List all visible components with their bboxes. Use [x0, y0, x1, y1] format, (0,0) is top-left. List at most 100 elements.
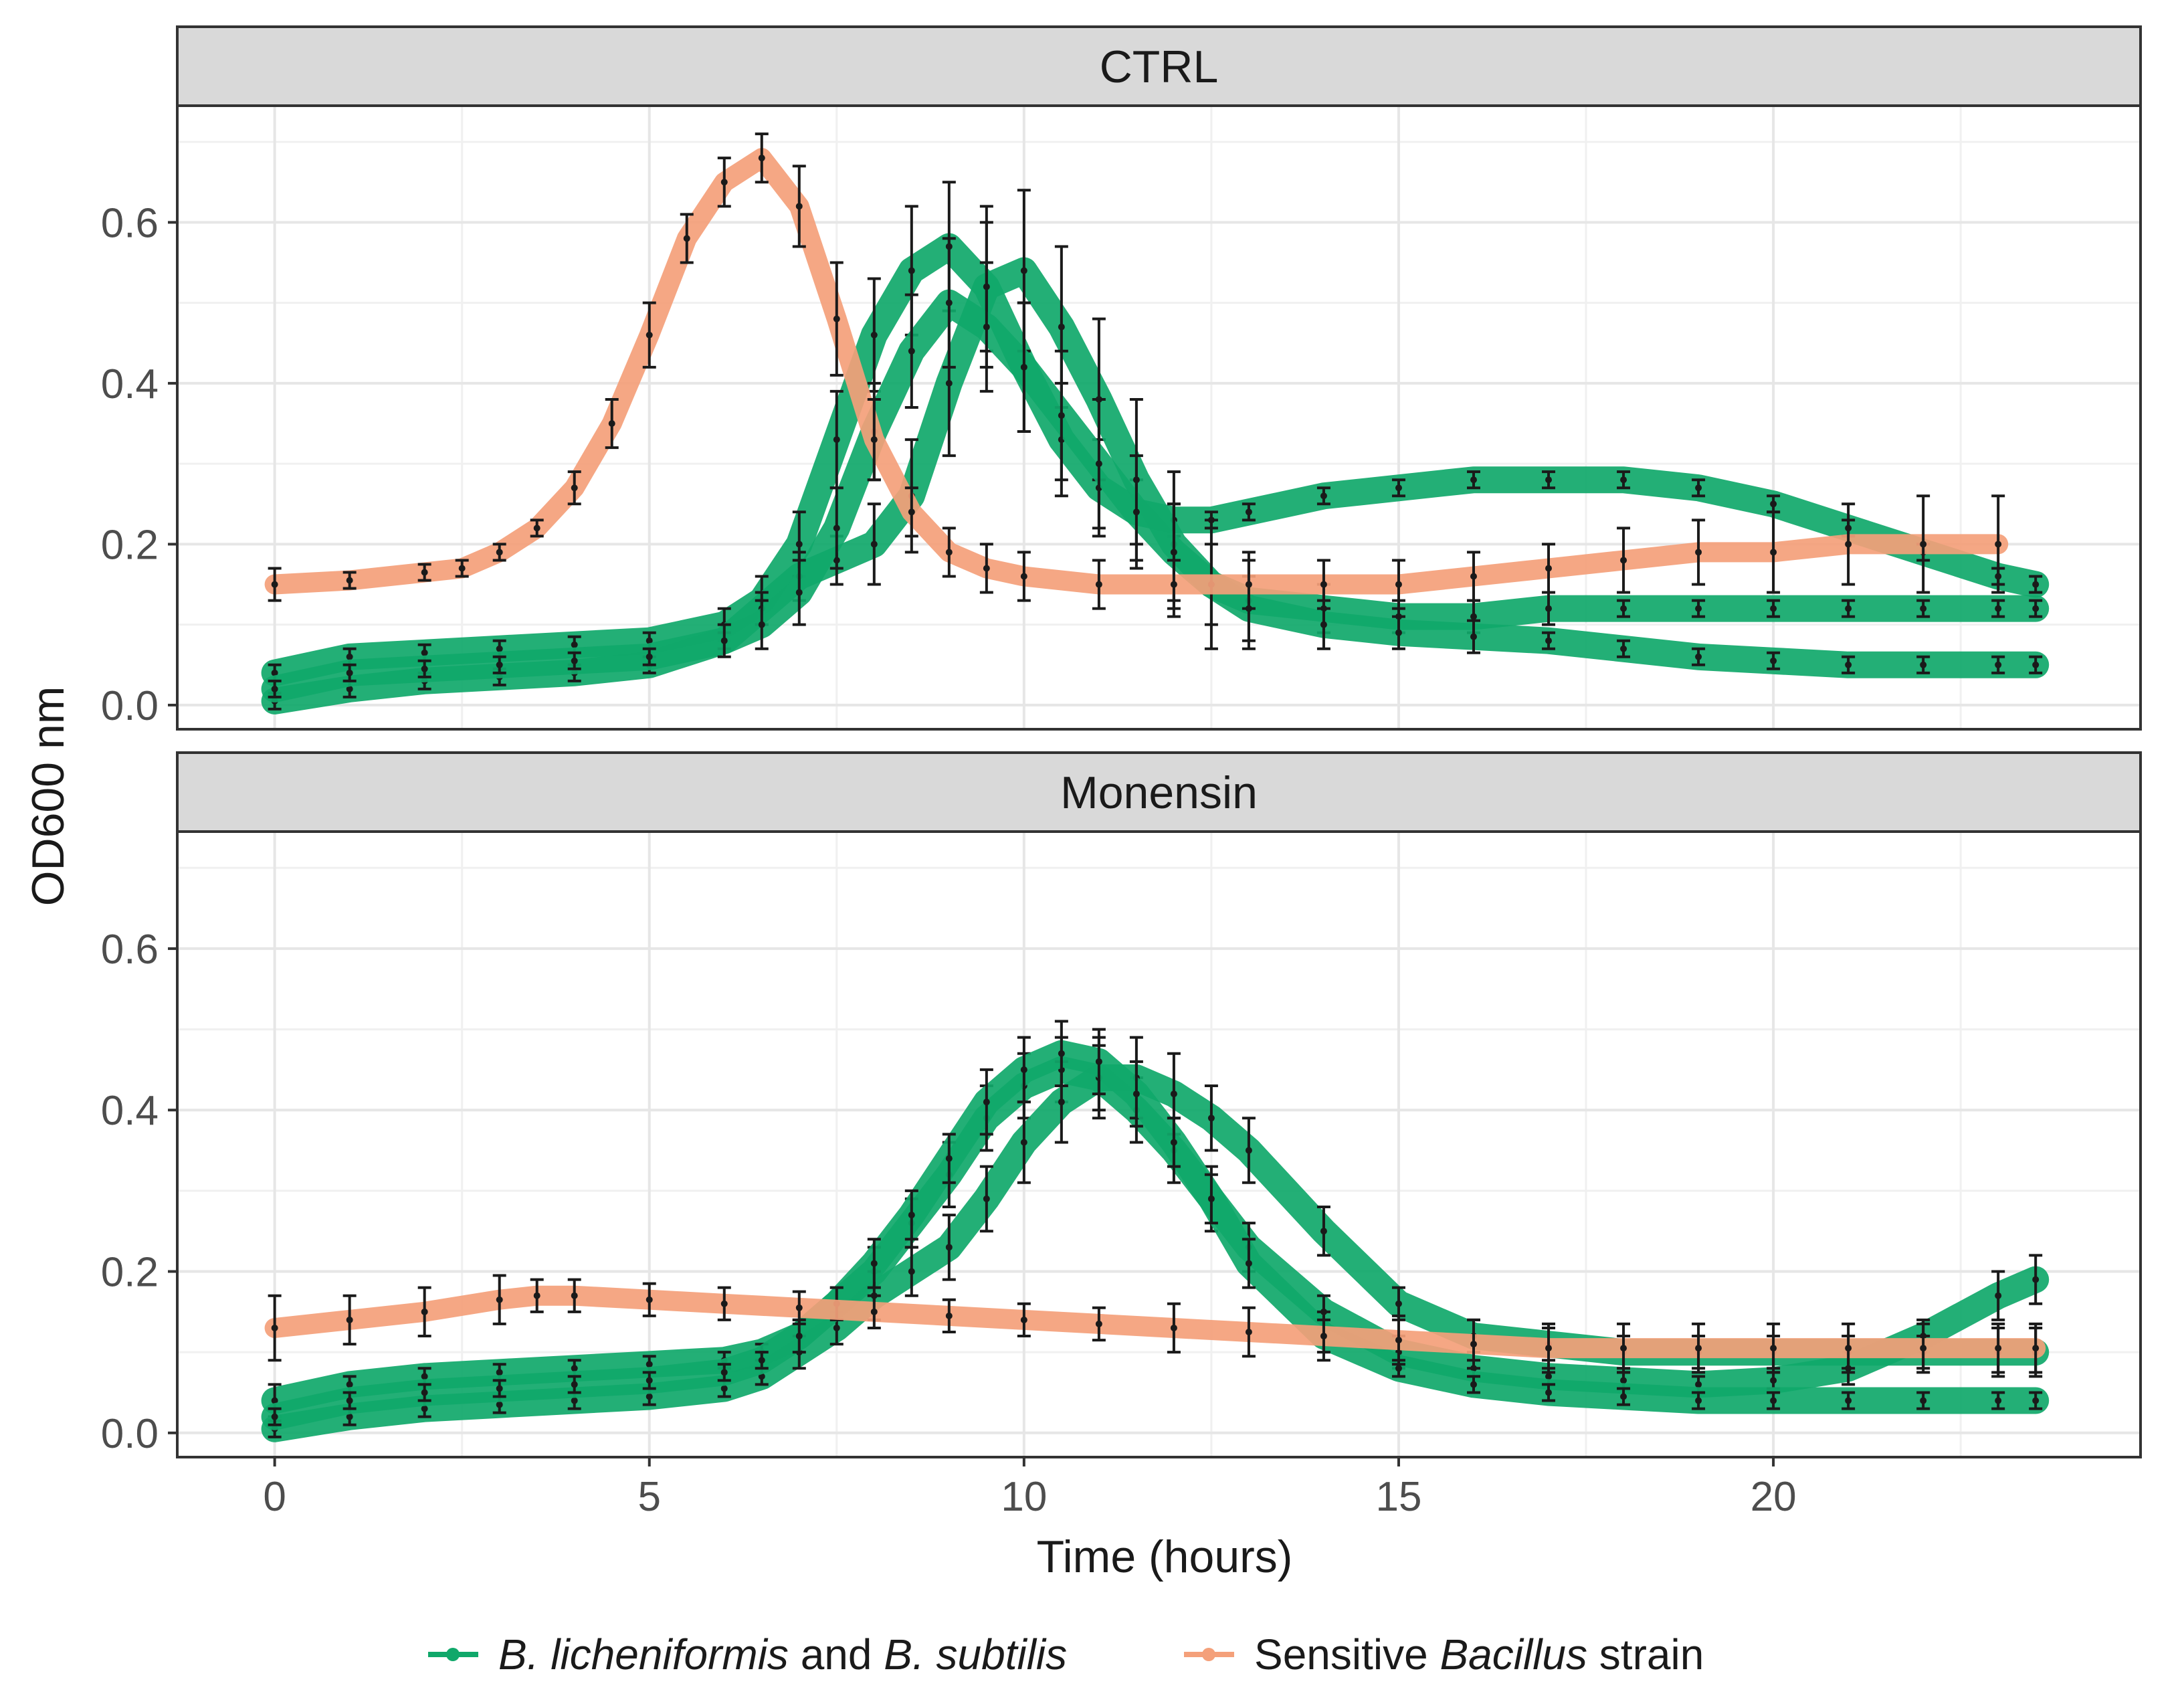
data-point: [1695, 1381, 1702, 1388]
data-point: [1770, 1397, 1777, 1404]
y-tick-label: 0.2: [101, 522, 159, 568]
data-point: [1695, 1397, 1702, 1404]
data-point: [421, 1389, 428, 1396]
data-point: [1395, 1300, 1402, 1307]
data-point: [646, 1361, 653, 1368]
data-point: [1920, 661, 1927, 668]
data-point: [421, 1405, 428, 1412]
data-point: [1395, 629, 1402, 636]
data-point: [945, 299, 953, 306]
y-tick-label: 0.0: [101, 1411, 159, 1457]
facet-strip: [176, 751, 2142, 833]
data-point: [1320, 492, 1327, 500]
data-point: [346, 685, 353, 692]
data-point: [346, 669, 353, 676]
data-point: [271, 1413, 278, 1420]
data-point: [908, 1212, 915, 1219]
data-point: [1620, 557, 1627, 564]
data-point: [1058, 411, 1065, 419]
data-point: [496, 1296, 503, 1303]
data-point: [720, 1385, 728, 1392]
data-point: [421, 649, 428, 656]
data-point: [346, 653, 353, 660]
data-point: [1020, 1139, 1027, 1146]
data-point: [271, 669, 278, 676]
data-point: [1058, 1099, 1065, 1106]
data-point: [983, 1195, 990, 1202]
data-point: [720, 1300, 728, 1307]
series-line-3: [264, 1285, 2046, 1359]
data-point: [1770, 500, 1777, 508]
data-point: [1020, 1066, 1027, 1073]
data-point: [646, 653, 653, 660]
data-point: [2032, 661, 2040, 668]
data-point: [1320, 621, 1327, 628]
data-point: [1020, 1316, 1027, 1323]
data-point: [1020, 363, 1027, 371]
data-point: [271, 581, 278, 588]
data-point: [571, 1397, 578, 1404]
data-point: [1170, 1090, 1177, 1098]
data-point: [1695, 1345, 1702, 1352]
data-point: [2032, 581, 2040, 588]
series-line-0: [261, 233, 2050, 686]
data-point: [1920, 605, 1927, 612]
legend-label-0: B. licheniformis and B. subtilis: [498, 1630, 1067, 1679]
data-point: [758, 621, 765, 628]
legend-label-1: Sensitive Bacillus strain: [1254, 1630, 1704, 1679]
y-tick-label: 0.4: [101, 361, 159, 407]
data-point: [1545, 637, 1553, 644]
series-line-2: [261, 1040, 2050, 1430]
y-axis-1: 0.0 0.2 0.4 0.6: [101, 927, 177, 1457]
legend-key-0: [428, 1648, 478, 1661]
data-point: [758, 1357, 765, 1364]
data-point: [646, 331, 653, 339]
data-point: [571, 1365, 578, 1372]
data-point: [1845, 1345, 1852, 1352]
data-point: [346, 1316, 353, 1323]
data-point: [1620, 605, 1627, 612]
data-point: [720, 637, 728, 644]
data-point: [1770, 1377, 1777, 1384]
data-point: [1245, 1329, 1252, 1335]
data-point: [1470, 476, 1477, 484]
data-point: [646, 1296, 653, 1303]
data-point: [2032, 1397, 2040, 1404]
data-point: [271, 1397, 278, 1404]
data-point: [1207, 1195, 1215, 1202]
data-point: [1170, 1324, 1177, 1331]
data-point: [945, 1312, 953, 1319]
grid: [177, 832, 2141, 1457]
data-point: [571, 641, 578, 648]
data-point: [2032, 1345, 2040, 1352]
data-point: [2032, 1276, 2040, 1283]
x-axis-label: Time (hours): [1037, 1531, 1293, 1582]
data-point: [571, 484, 578, 492]
data-point: [571, 1292, 578, 1299]
data-point: [1395, 1365, 1402, 1372]
data-point: [1020, 573, 1027, 580]
grid: [177, 106, 2141, 729]
data-point: [720, 179, 728, 186]
data-point: [1995, 1292, 2002, 1299]
data-point: [983, 323, 990, 330]
data-point: [1845, 541, 1852, 548]
data-point: [795, 541, 803, 548]
data-point: [1770, 1345, 1777, 1352]
data-point: [346, 1381, 353, 1388]
data-point: [1020, 267, 1027, 274]
data-point: [1770, 605, 1777, 612]
data-point: [1995, 541, 2002, 548]
data-point: [1170, 581, 1177, 588]
legend-key-1: [1184, 1648, 1234, 1661]
data-point: [496, 1369, 503, 1376]
data-point: [1058, 1050, 1065, 1057]
data-point: [421, 1308, 428, 1315]
data-point: [496, 1401, 503, 1408]
data-point: [1245, 1260, 1252, 1267]
data-point: [795, 1333, 803, 1340]
y-tick-label: 0.2: [101, 1250, 159, 1296]
data-point: [870, 541, 878, 548]
data-point: [1095, 581, 1102, 588]
x-tick-label: 0: [263, 1474, 286, 1520]
